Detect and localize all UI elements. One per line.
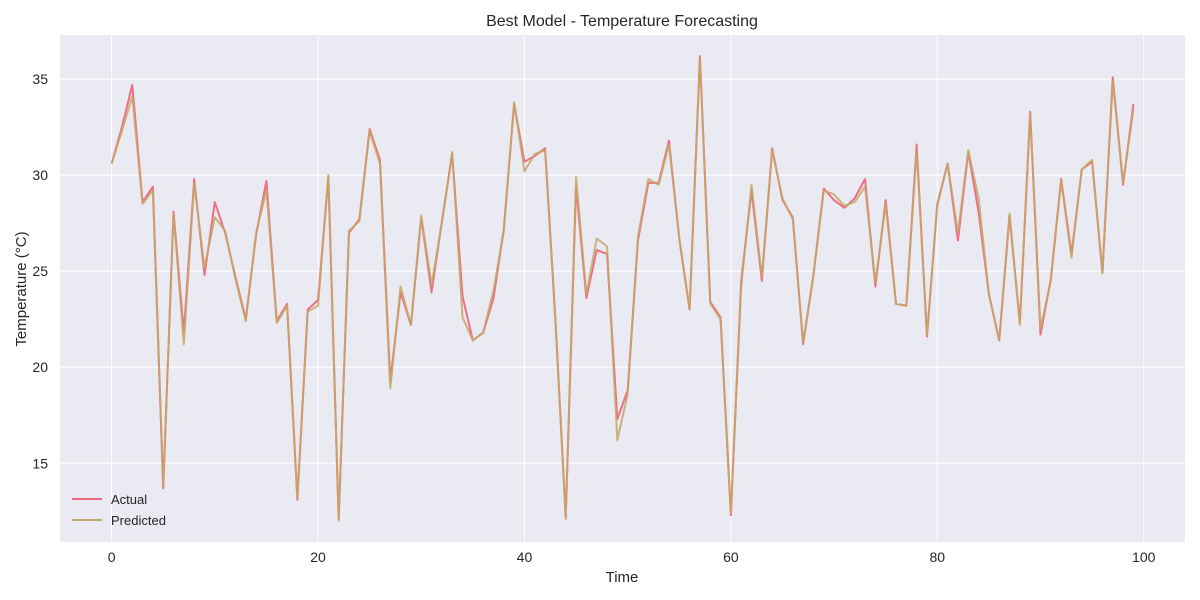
y-tick-label: 15 bbox=[32, 455, 48, 471]
legend: Actual Predicted bbox=[72, 492, 166, 528]
x-tick-label: 40 bbox=[517, 549, 533, 565]
x-tick-label: 20 bbox=[310, 549, 326, 565]
x-axis-label: Time bbox=[606, 569, 639, 586]
grid bbox=[60, 35, 1185, 542]
x-tick-label: 60 bbox=[723, 549, 739, 565]
y-tick-label: 20 bbox=[32, 359, 48, 375]
x-tick-label: 80 bbox=[930, 549, 946, 565]
legend-label-predicted: Predicted bbox=[111, 513, 166, 528]
legend-label-actual: Actual bbox=[111, 492, 147, 507]
y-tick-label: 25 bbox=[32, 263, 48, 279]
x-tick-label: 0 bbox=[108, 549, 116, 565]
series-lines bbox=[110, 55, 1135, 522]
tick-labels: 0 20 40 60 80 100 15 20 25 30 35 bbox=[32, 71, 1155, 565]
plot-area bbox=[60, 35, 1185, 542]
y-tick-label: 30 bbox=[32, 167, 48, 183]
y-tick-label: 35 bbox=[32, 71, 48, 87]
series-line-predicted bbox=[110, 57, 1135, 522]
x-tick-label: 100 bbox=[1132, 549, 1156, 565]
y-axis-label: Temperature (°C) bbox=[13, 231, 30, 346]
chart-title: Best Model - Temperature Forecasting bbox=[486, 13, 758, 30]
